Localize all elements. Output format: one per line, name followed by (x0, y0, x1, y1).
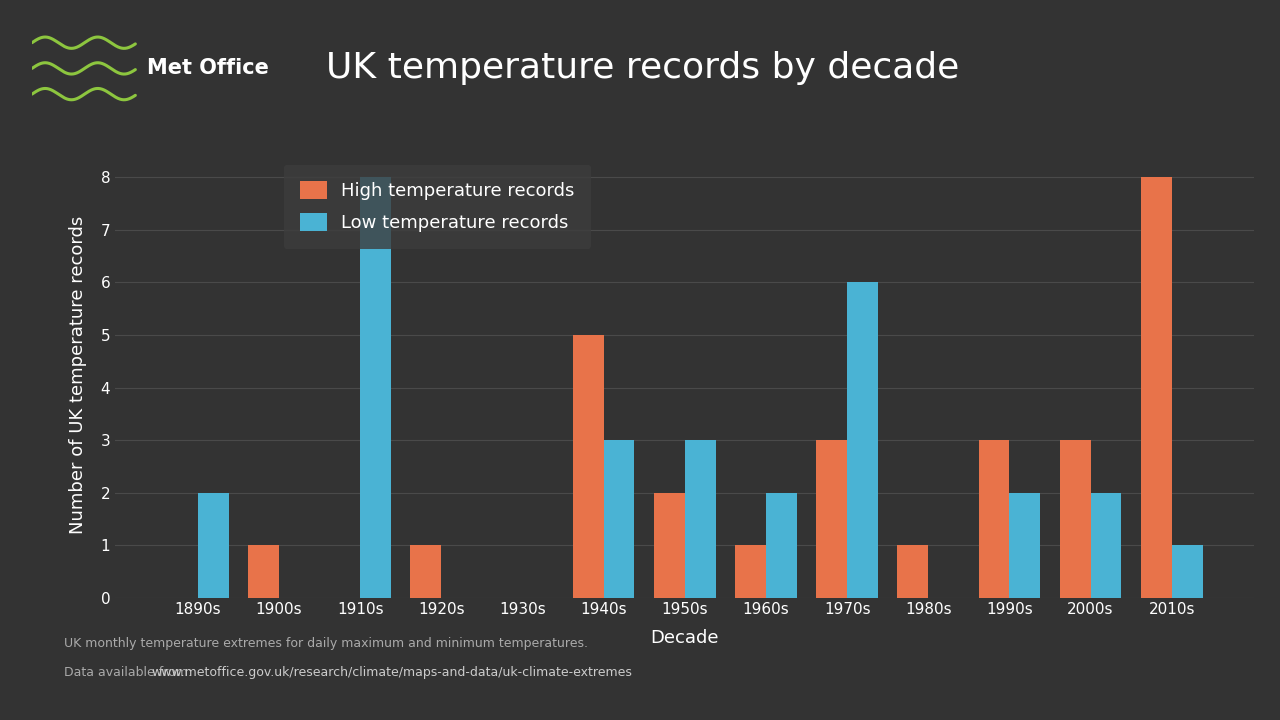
Bar (735, 545, 765, 598)
Bar (817, 440, 847, 598)
Bar (654, 492, 685, 598)
Bar (979, 440, 1010, 598)
Text: UK monthly temperature extremes for daily maximum and minimum temperatures.: UK monthly temperature extremes for dail… (64, 637, 588, 650)
Bar (604, 440, 635, 598)
Bar (360, 177, 390, 598)
Bar (198, 492, 229, 598)
Bar (1140, 177, 1171, 598)
Bar (248, 545, 279, 598)
Text: Met Office: Met Office (147, 58, 269, 78)
X-axis label: Decade: Decade (650, 629, 719, 647)
Bar (1010, 492, 1041, 598)
Bar (1171, 545, 1203, 598)
Bar (847, 282, 878, 598)
Bar (685, 440, 716, 598)
Legend: High temperature records, Low temperature records: High temperature records, Low temperatur… (284, 165, 591, 248)
Bar (1060, 440, 1091, 598)
Y-axis label: Number of UK temperature records: Number of UK temperature records (69, 215, 87, 534)
Text: Data available from:: Data available from: (64, 666, 196, 679)
Text: UK temperature records by decade: UK temperature records by decade (326, 51, 960, 86)
Bar (897, 545, 928, 598)
Text: www.metoffice.gov.uk/research/climate/maps-and-data/uk-climate-extremes: www.metoffice.gov.uk/research/climate/ma… (151, 666, 632, 679)
Bar (765, 492, 797, 598)
Bar (572, 335, 604, 598)
Bar (411, 545, 442, 598)
Bar (1091, 492, 1121, 598)
